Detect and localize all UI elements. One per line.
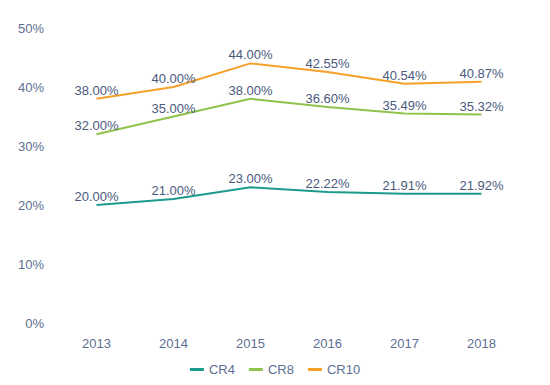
svg-text:2013: 2013	[82, 336, 111, 351]
svg-text:2015: 2015	[236, 336, 265, 351]
svg-text:44.00%: 44.00%	[228, 47, 273, 62]
svg-text:40.54%: 40.54%	[382, 68, 427, 83]
svg-text:CR4: CR4	[209, 362, 235, 377]
svg-text:21.91%: 21.91%	[382, 178, 427, 193]
svg-text:23.00%: 23.00%	[228, 171, 273, 186]
svg-text:2017: 2017	[390, 336, 419, 351]
svg-text:22.22%: 22.22%	[305, 176, 350, 191]
svg-text:36.60%: 36.60%	[305, 91, 350, 106]
svg-text:CR8: CR8	[268, 362, 294, 377]
svg-text:50%: 50%	[18, 21, 44, 36]
svg-text:40.87%: 40.87%	[459, 66, 504, 81]
svg-text:20%: 20%	[18, 198, 44, 213]
svg-text:10%: 10%	[18, 257, 44, 272]
svg-text:20.00%: 20.00%	[74, 189, 119, 204]
svg-text:2014: 2014	[159, 336, 188, 351]
svg-text:2018: 2018	[467, 336, 496, 351]
svg-text:40.00%: 40.00%	[151, 71, 196, 86]
svg-text:2016: 2016	[313, 336, 342, 351]
svg-text:0%: 0%	[25, 316, 44, 331]
svg-text:38.00%: 38.00%	[74, 83, 119, 98]
svg-text:35.32%: 35.32%	[459, 99, 504, 114]
svg-text:35.00%: 35.00%	[151, 101, 196, 116]
svg-text:30%: 30%	[18, 139, 44, 154]
svg-text:40%: 40%	[18, 80, 44, 95]
svg-text:21.92%: 21.92%	[459, 178, 504, 193]
svg-text:CR10: CR10	[327, 362, 360, 377]
svg-text:42.55%: 42.55%	[305, 56, 350, 71]
svg-text:32.00%: 32.00%	[74, 118, 119, 133]
svg-text:38.00%: 38.00%	[228, 83, 273, 98]
svg-text:35.49%: 35.49%	[382, 98, 427, 113]
svg-text:21.00%: 21.00%	[151, 183, 196, 198]
